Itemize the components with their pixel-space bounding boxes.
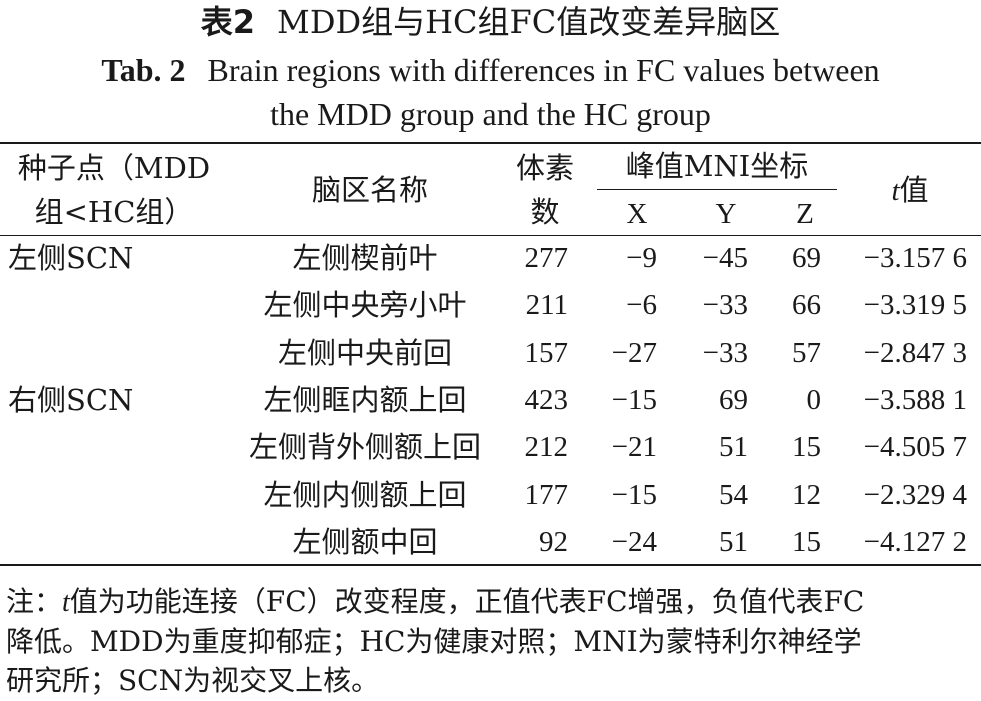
peak-header-rule [597, 189, 837, 190]
cell-voxels: 92 [539, 525, 568, 558]
cell-voxels: 277 [524, 242, 569, 274]
header-seed-line1: 种子点（MDD [17, 151, 211, 185]
table-title-en-line1: Brain regions with differences in FC val… [207, 52, 880, 88]
cell-region: 左侧楔前叶 [292, 241, 438, 275]
cell-t: −2.329 4 [863, 478, 967, 511]
cell-t: −3.319 5 [863, 289, 967, 322]
cell-z: 15 [792, 431, 821, 464]
header-t-suffix: 值 [899, 173, 929, 207]
cell-voxels: 177 [524, 478, 569, 511]
cell-t: −2.847 3 [863, 336, 967, 369]
cell-x: −6 [626, 289, 657, 322]
header-region: 脑区名称 [311, 173, 428, 207]
table-title-cn-text: MDD组与HC组FC值改变差异脑区 [277, 3, 781, 41]
note-t-var: t [62, 587, 70, 618]
header-x: X [626, 198, 648, 230]
cell-seed: 左侧SCN [8, 241, 134, 275]
header-y: Y [715, 198, 737, 230]
cell-z: 57 [792, 336, 821, 369]
cell-region: 左侧眶内额上回 [263, 382, 467, 417]
cell-t: −4.127 2 [863, 525, 967, 558]
cell-region: 左侧中央旁小叶 [263, 288, 467, 323]
cell-y: 54 [719, 478, 748, 511]
cell-z: 66 [792, 289, 821, 322]
cell-seed: 右侧SCN [8, 382, 134, 417]
cell-t: −3.157 6 [863, 242, 967, 274]
cell-t: −4.505 7 [863, 431, 967, 464]
cell-voxels: 212 [524, 431, 569, 464]
cell-z: 69 [792, 242, 821, 274]
table-top-rule [0, 142, 981, 144]
cell-region: 左侧背外侧额上回 [248, 430, 481, 465]
cell-region: 左侧中央前回 [277, 335, 452, 370]
cell-x: −15 [611, 383, 657, 416]
table-note: 注：t值为功能连接（FC）改变程度，正值代表FC增强，负值代表FC 降低。MDD… [6, 582, 978, 700]
header-t-var: t [891, 175, 900, 207]
note-prefix: 注： [6, 585, 63, 618]
header-seed-line2: 组<HC组） [34, 195, 194, 229]
cell-voxels: 157 [524, 336, 569, 369]
header-t-value: t值 [845, 172, 975, 209]
table-number-en: Tab. 2 [101, 52, 186, 88]
cell-voxels: 211 [525, 289, 568, 322]
header-voxels-line2: 数 [530, 195, 560, 229]
note-line1: 值为功能连接（FC）改变程度，正值代表FC增强，负值代表FC [69, 585, 865, 618]
cell-x: −15 [611, 478, 657, 511]
cell-x: −24 [611, 525, 657, 558]
cell-y: −33 [702, 289, 748, 322]
table-header-rule [0, 235, 981, 236]
table-title-en-line2: the MDD group and the HC group [270, 96, 711, 132]
cell-z: 15 [792, 525, 821, 558]
note-line3: 研究所；SCN为视交叉上核。 [6, 664, 380, 697]
cell-z: 12 [792, 478, 821, 511]
cell-region: 左侧内侧额上回 [263, 477, 467, 512]
header-voxels-line1: 体素 [515, 151, 574, 185]
cell-x: −21 [611, 431, 657, 464]
table-title-cn: 表2 MDD组与HC组FC值改变差异脑区 [0, 2, 981, 42]
cell-y: −33 [702, 336, 748, 369]
cell-y: −45 [702, 242, 748, 274]
table-bottom-rule [0, 564, 981, 566]
cell-voxels: 423 [524, 383, 569, 416]
cell-t: −3.588 1 [863, 383, 967, 416]
cell-y: 51 [719, 431, 748, 464]
header-z: Z [796, 198, 814, 230]
cell-z: 0 [806, 383, 822, 416]
cell-region: 左侧额中回 [292, 524, 438, 559]
cell-y: 69 [719, 383, 748, 416]
table-title-en: Tab. 2 Brain regions with differences in … [0, 48, 981, 136]
table-number-cn: 表2 [200, 3, 256, 41]
note-line2: 降低。MDD为重度抑郁症；HC为健康对照；MNI为蒙特利尔神经学 [6, 625, 862, 658]
cell-x: −27 [611, 336, 657, 369]
header-peak-mni: 峰值MNI坐标 [625, 149, 809, 183]
cell-x: −9 [626, 242, 657, 274]
cell-y: 51 [719, 525, 748, 558]
